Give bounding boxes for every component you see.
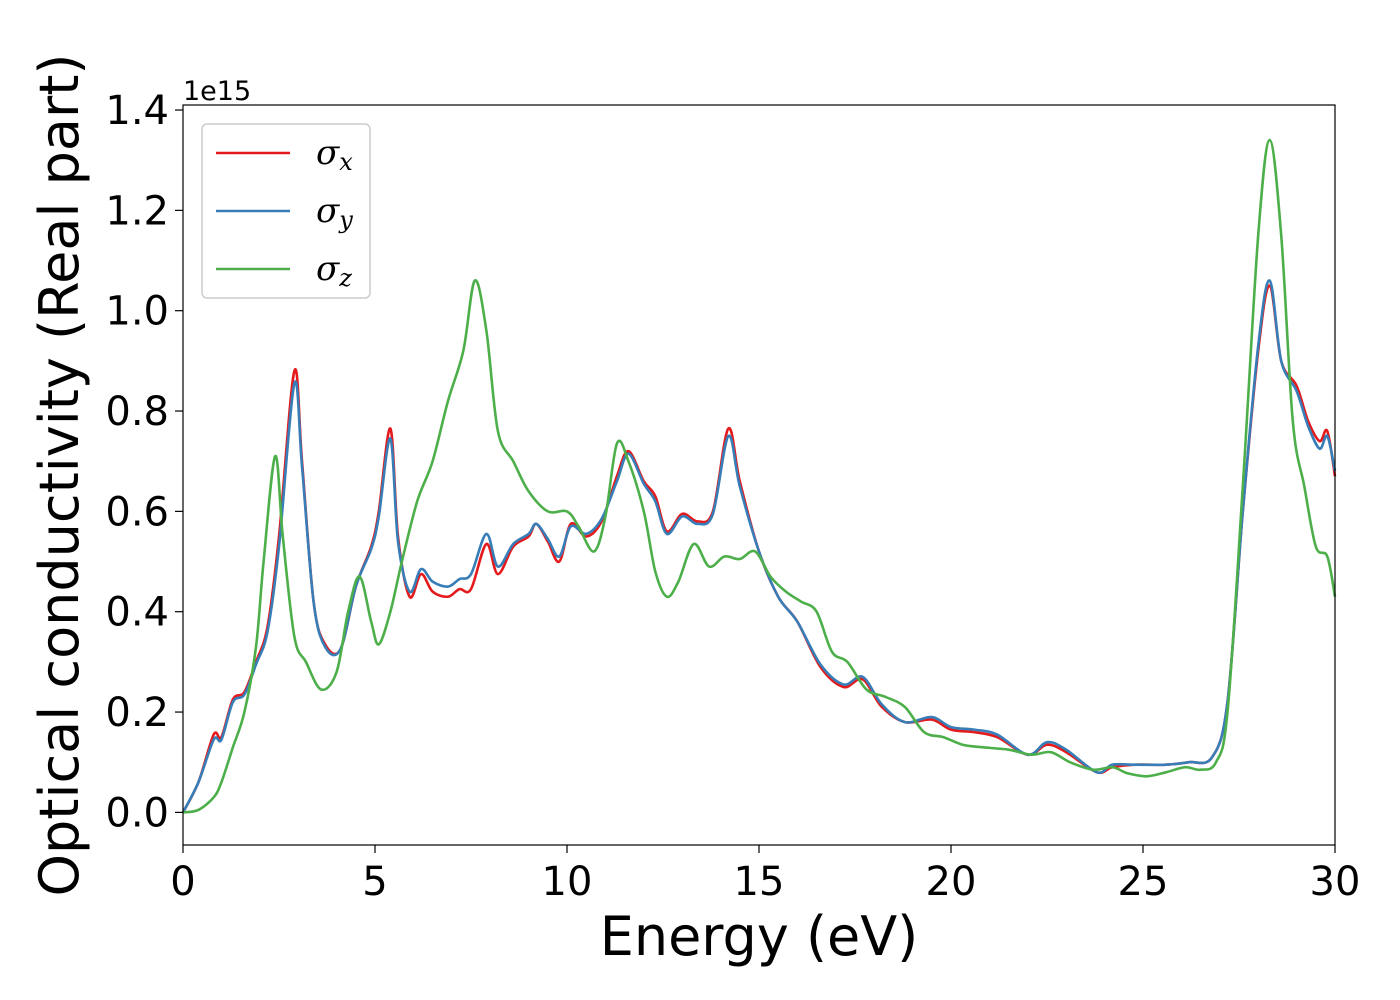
legend-label-y: σy [316,191,353,234]
x-axis-ticks: 0 5 10 15 20 25 30 [170,845,1360,905]
x-tick-label: 20 [926,859,977,905]
plot-area [183,105,1335,845]
legend: σx σy σz [201,123,371,299]
y-tick-label: 1.0 [105,289,169,335]
y-tick-label: 1.2 [105,188,169,234]
y-tick-label: 0.2 [105,690,169,736]
legend-label-x: σx [316,133,353,176]
series-layer [181,138,1337,814]
series-line-y [181,279,1337,813]
y-tick-label: 0.4 [105,590,169,636]
x-tick-label: 5 [362,859,387,905]
x-axis-title: Energy (eV) [600,905,919,968]
y-tick-label: 0.0 [105,790,169,836]
y-tick-label: 1.4 [105,88,169,134]
x-tick-label: 0 [170,859,195,905]
x-tick-label: 25 [1118,859,1169,905]
y-tick-label: 0.8 [105,389,169,435]
y-axis-title: Optical conductivity (Real part) [28,54,91,897]
y-offset-label: 1e15 [183,76,251,107]
x-tick-label: 10 [542,859,593,905]
series-line-z [182,138,1337,814]
y-axis-ticks: 0.0 0.2 0.4 0.6 0.8 1.0 1.2 1.4 [105,88,183,836]
x-tick-label: 15 [734,859,785,905]
legend-label-z: σz [316,249,352,292]
x-tick-label: 30 [1310,859,1361,905]
y-tick-label: 0.6 [105,489,169,535]
